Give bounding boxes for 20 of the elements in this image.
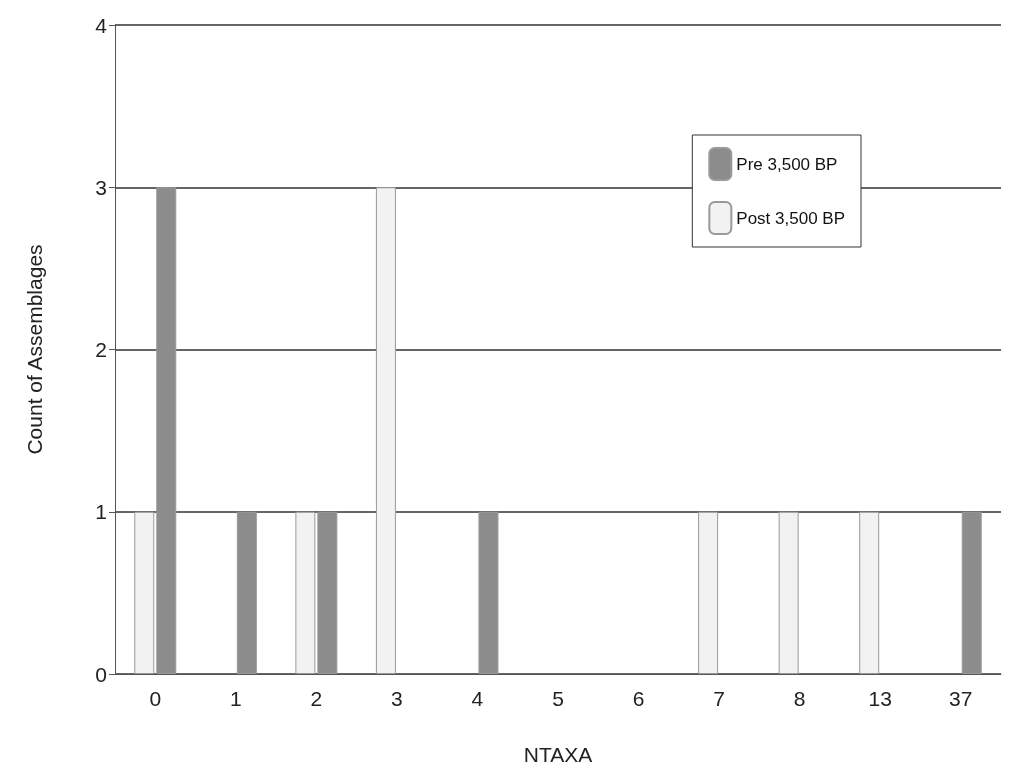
y-axis-title: Count of Assemblages xyxy=(23,244,46,455)
x-tick-label: 4 xyxy=(471,687,484,710)
x-tick-label: 7 xyxy=(713,687,725,710)
x-tick-label: 8 xyxy=(793,687,806,710)
x-tick-label: 13 xyxy=(868,687,892,710)
x-tick-label: 0 xyxy=(149,687,162,710)
x-tick-label: 1 xyxy=(229,687,242,710)
y-tick-label: 3 xyxy=(95,175,107,199)
y-tick-label: 4 xyxy=(95,13,108,37)
y-tick-label: 2 xyxy=(95,338,107,361)
x-axis-title: NTAXA xyxy=(523,743,593,766)
x-tick-label: 37 xyxy=(949,687,973,710)
legend-label: Pre 3,500 BP xyxy=(736,154,838,174)
legend-label: Post 3,500 BP xyxy=(736,208,846,228)
y-tick-label: 0 xyxy=(95,662,107,686)
x-tick-label: 6 xyxy=(632,687,645,710)
y-tick-label: 1 xyxy=(95,500,107,524)
x-tick-label: 5 xyxy=(552,687,564,710)
x-tick-label: 2 xyxy=(310,687,323,710)
x-tick-label: 3 xyxy=(391,687,403,710)
